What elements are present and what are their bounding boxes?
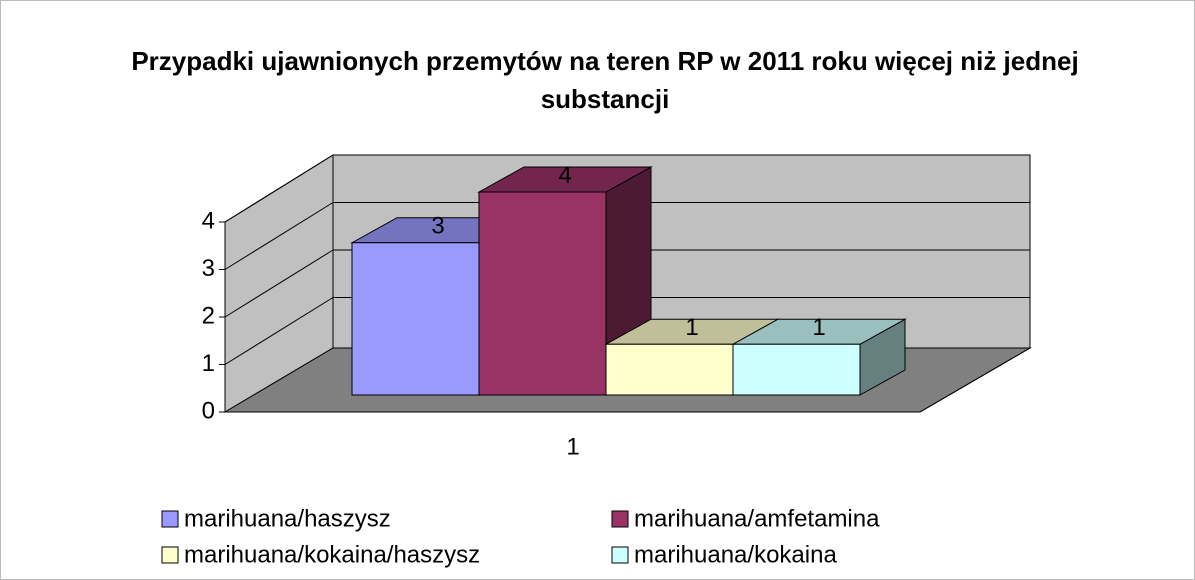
- y-tick-label: 1: [202, 350, 215, 377]
- bar: [605, 343, 734, 396]
- legend-label: marihuana/haszysz: [184, 505, 391, 532]
- data-label: 3: [431, 213, 444, 240]
- y-tick-label: 4: [202, 207, 215, 234]
- legend-swatch: [611, 546, 629, 564]
- chart-title: Przypadki ujawnionych przemytów na teren…: [131, 46, 1079, 114]
- y-tick-label: 0: [202, 397, 215, 424]
- x-tick-label: 1: [566, 433, 579, 460]
- legend-swatch: [161, 510, 179, 528]
- legend-label: marihuana/amfetamina: [634, 505, 880, 532]
- y-tick-label: 3: [202, 255, 215, 282]
- bar: [732, 343, 861, 396]
- data-label: 1: [685, 314, 698, 341]
- data-label: 4: [558, 162, 571, 189]
- floor-edge: [919, 347, 1031, 413]
- legend-swatch: [611, 510, 629, 528]
- legend-swatch: [161, 546, 179, 564]
- legend-label: marihuana/kokaina: [634, 541, 837, 568]
- y-tick-label: 2: [202, 302, 215, 329]
- grid-line: [224, 297, 334, 365]
- grid-line: [224, 202, 334, 270]
- legend-label: marihuana/kokaina/haszysz: [184, 541, 480, 568]
- grid-line: [224, 154, 334, 223]
- grid-line: [224, 249, 334, 318]
- bar: [478, 191, 607, 396]
- data-label: 1: [812, 314, 825, 341]
- bar: [351, 242, 480, 396]
